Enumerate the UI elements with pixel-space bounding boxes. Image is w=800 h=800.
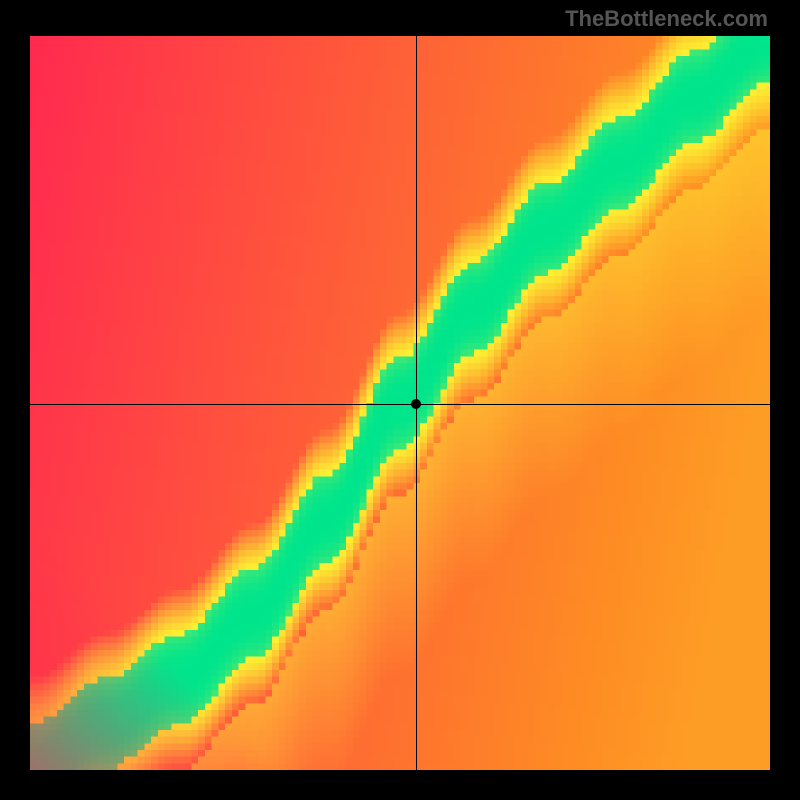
crosshair-horizontal: [30, 404, 770, 405]
crosshair-dot: [411, 399, 421, 409]
plot-area: [30, 36, 770, 770]
heatmap-canvas: [30, 36, 770, 770]
watermark-text: TheBottleneck.com: [565, 6, 768, 32]
chart-root: TheBottleneck.com: [0, 0, 800, 800]
